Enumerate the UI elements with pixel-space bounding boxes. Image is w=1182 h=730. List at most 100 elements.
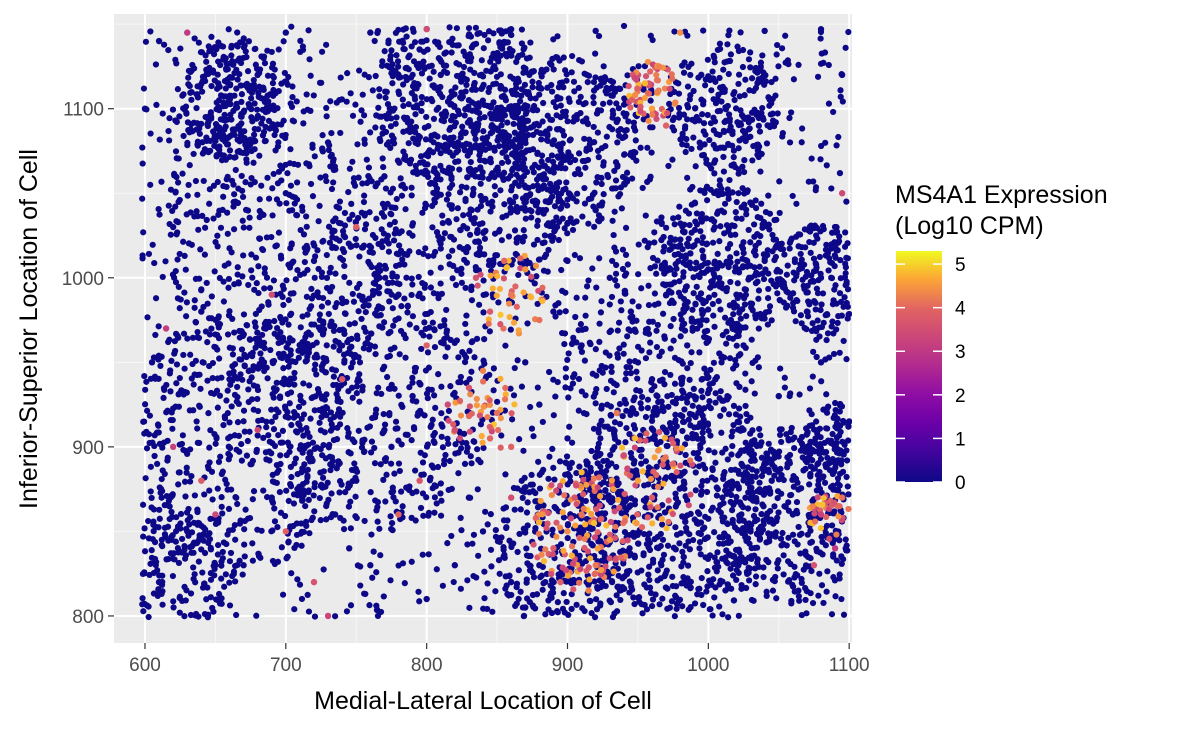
cell-point [487,208,494,215]
cell-point [361,517,368,525]
cell-point [659,376,666,383]
cell-point [437,280,444,287]
cell-point [804,553,812,561]
cell-point [388,115,395,122]
cell-point [707,74,714,82]
cell-point [661,381,668,388]
cell-point [285,321,292,328]
cell-point [265,195,273,202]
cell-point [749,157,756,164]
cell-point [684,365,691,372]
cell-point [233,85,240,92]
cell-point [343,374,351,382]
cell-point [181,365,188,372]
cell-point [818,533,825,541]
cell-point [768,456,776,463]
cell-point [832,282,839,289]
cell-point [472,238,479,245]
cell-point [379,200,387,207]
cell-point [803,268,811,276]
cell-point [540,99,547,107]
cell-point [538,572,545,579]
cell-point [748,545,755,552]
cell-point [833,557,840,564]
cell-point [731,96,738,104]
cell-point [790,472,797,480]
cell-point [642,355,650,362]
cell-point [195,226,202,233]
cell-point [582,99,589,107]
cell-point [523,192,530,199]
cell-point [733,198,740,206]
background-cells [139,22,852,621]
cell-point [528,208,535,215]
cell-point [606,301,613,308]
cell-point [287,483,295,490]
cell-point [638,285,645,292]
cell-point [376,113,383,120]
cell-point [755,287,763,294]
cell-point [341,262,348,270]
cell-point [304,311,311,318]
cell-point [251,100,258,107]
cell-point [248,85,255,92]
cell-point [529,146,537,153]
cell-point [807,278,814,285]
cell-point [513,239,520,246]
cell-point [287,146,294,153]
cell-point [836,408,843,415]
cell-point [611,244,618,251]
cell-point [672,524,679,531]
cell-point [609,114,616,121]
cell-point [367,129,374,136]
cell-point [437,90,444,97]
cell-point [793,270,800,277]
cell-point [468,368,475,375]
cell-point [536,485,544,492]
cell-point [670,127,678,134]
cell-point [403,33,410,40]
cell-point [564,481,571,488]
cell-point [269,471,276,478]
cell-point [232,166,239,174]
cell-point [466,347,473,355]
cell-point [218,42,225,50]
cell-point [281,403,289,410]
cell-point [535,79,542,87]
cell-point [628,175,636,182]
cell-point [831,508,838,515]
cell-point [340,351,348,358]
cell-point [223,183,230,191]
cell-point [403,76,410,84]
cell-point [465,24,473,32]
cell-point [694,237,701,244]
cell-point [688,145,695,153]
cell-point [404,303,411,310]
cell-point [224,141,232,148]
cell-point [703,240,711,247]
cell-point [722,106,730,113]
cell-point [709,504,716,511]
cell-point [622,251,630,258]
cell-point [598,402,605,409]
cell-point [286,359,294,366]
cell-point [511,227,519,234]
cell-point [427,309,434,316]
cell-point [747,262,754,269]
cell-point [456,166,463,173]
cell-point [740,249,747,257]
cell-point [697,290,705,297]
cell-point [195,334,203,342]
cell-point [178,440,186,448]
cell-point [488,267,495,275]
cell-point [734,480,741,487]
cell-point [659,310,667,317]
cell-point [291,369,298,377]
cell-point [776,296,783,304]
cell-point [706,397,713,405]
cell-point [380,163,387,171]
cell-point [548,152,556,159]
cell-point [521,81,529,88]
cell-point [553,185,560,192]
cell-point [769,248,776,255]
